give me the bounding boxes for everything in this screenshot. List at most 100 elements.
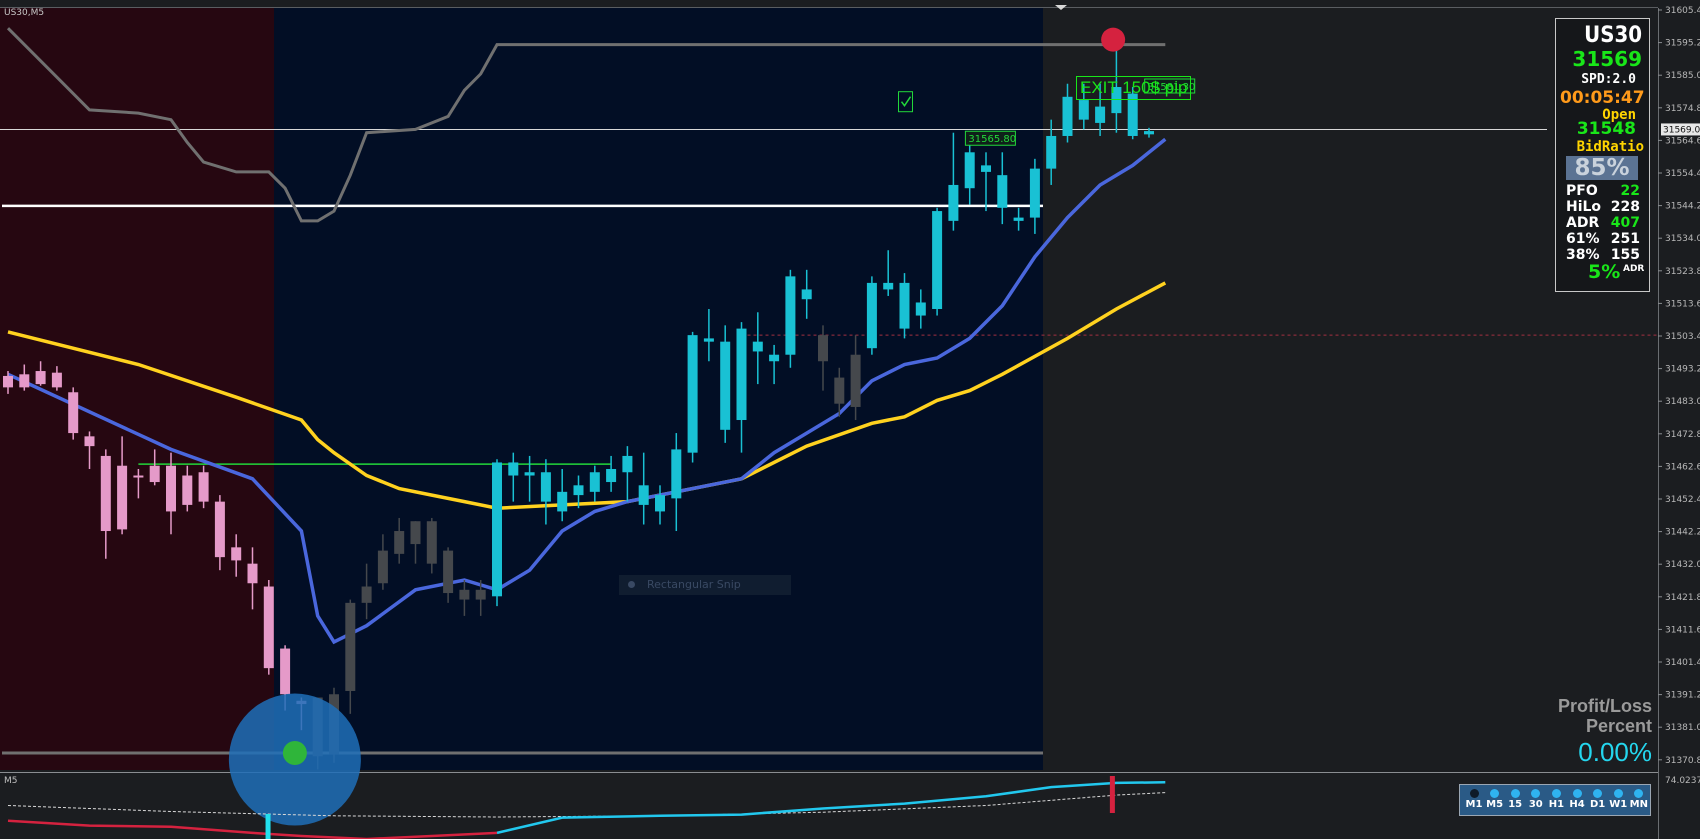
y-tick-label: 31370.8 bbox=[1665, 756, 1700, 766]
panel-bidratio-value: 85% bbox=[1566, 156, 1638, 180]
stat-value: 228 bbox=[1610, 199, 1640, 215]
candle-body bbox=[834, 377, 845, 404]
y-tick-label: 31442.2 bbox=[1665, 528, 1700, 538]
y-tick-label: 31452.4 bbox=[1665, 495, 1700, 505]
candle-body bbox=[100, 455, 111, 532]
timeframe-button-h1[interactable]: H1 bbox=[1545, 788, 1567, 812]
candle-body bbox=[426, 521, 437, 564]
info-panel: US30 31569 SPD:2.0 00:05:47 Open 31548 B… bbox=[1555, 18, 1650, 292]
rectangular-snip-hint: Rectangular Snip bbox=[619, 575, 791, 595]
candle-body bbox=[84, 436, 95, 447]
timeframe-button-m5[interactable]: M5 bbox=[1484, 788, 1506, 812]
candle-body bbox=[361, 586, 372, 603]
snip-label: Rectangular Snip bbox=[647, 578, 741, 591]
candle-body bbox=[866, 282, 877, 349]
timeframe-dot-icon bbox=[1490, 789, 1500, 798]
timeframe-button-30[interactable]: 30 bbox=[1525, 788, 1547, 812]
candle-body bbox=[475, 589, 486, 600]
check-marker-icon bbox=[898, 91, 913, 113]
timeframe-label: D1 bbox=[1589, 799, 1606, 810]
chart-shift-icon bbox=[1055, 5, 1067, 10]
candle-body bbox=[573, 485, 584, 496]
timeframe-button-mn[interactable]: MN bbox=[1628, 788, 1650, 812]
candle-body bbox=[35, 371, 46, 385]
timeframe-button-15[interactable]: 15 bbox=[1504, 788, 1526, 812]
candle-body bbox=[948, 184, 959, 221]
timeframe-bar: M1 M5 15 30 H1 H4 D1 W1 MN bbox=[1459, 784, 1651, 816]
fast-ma-line bbox=[7, 137, 1167, 645]
candle-body bbox=[801, 289, 812, 300]
horizontal-levels bbox=[0, 128, 1658, 755]
timeframe-dot-icon bbox=[1572, 789, 1582, 798]
oscillator-histogram-bar bbox=[265, 814, 271, 839]
panel-bidratio-label: BidRatio bbox=[1576, 139, 1644, 155]
candle-body bbox=[51, 372, 62, 388]
stat-label: 61% bbox=[1566, 231, 1600, 247]
y-tick-label: 31503.4 bbox=[1665, 332, 1700, 342]
exit-marker-icon bbox=[1101, 27, 1126, 52]
candle-body bbox=[492, 462, 502, 597]
candle-body bbox=[589, 472, 600, 492]
entry-marker-icon bbox=[282, 741, 307, 766]
moving-averages bbox=[6, 27, 1167, 645]
panel-spread: SPD:2.0 bbox=[1581, 72, 1636, 87]
y-tick-label: 31554.4 bbox=[1665, 169, 1700, 179]
candle-body bbox=[377, 550, 388, 584]
timeframe-button-w1[interactable]: W1 bbox=[1607, 788, 1629, 812]
channel-line bbox=[6, 27, 1166, 223]
candle-body bbox=[133, 475, 144, 478]
candle-body bbox=[899, 282, 910, 329]
timeframe-button-h4[interactable]: H4 bbox=[1566, 788, 1588, 812]
candle-body bbox=[687, 335, 698, 453]
timeframe-dot-icon bbox=[1613, 789, 1623, 798]
candle-body bbox=[1144, 131, 1154, 135]
session-left-bg bbox=[0, 8, 274, 770]
candle-body bbox=[443, 550, 454, 594]
candle-body bbox=[1127, 93, 1138, 136]
candle-body bbox=[214, 501, 225, 558]
y-tick-label: 31564.6 bbox=[1665, 136, 1700, 146]
price-annotation-box bbox=[1144, 78, 1196, 94]
price-annotation-box bbox=[964, 130, 1016, 146]
timeframe-dot-icon bbox=[1510, 789, 1520, 798]
candle-body bbox=[1062, 96, 1073, 136]
timeframe-button-d1[interactable]: D1 bbox=[1587, 788, 1609, 812]
candle-body bbox=[736, 328, 747, 421]
y-tick-label: 31483.0 bbox=[1665, 397, 1700, 407]
timeframe-label: M5 bbox=[1486, 799, 1504, 810]
stat-label: 38% bbox=[1566, 247, 1600, 263]
y-tick-label: 31574.8 bbox=[1665, 104, 1700, 114]
candle-body bbox=[622, 455, 633, 473]
y-tick-label: 31381.0 bbox=[1665, 723, 1700, 733]
candle-body bbox=[198, 472, 209, 502]
timeframe-dot-icon bbox=[1531, 789, 1541, 798]
candle-body bbox=[769, 354, 780, 362]
y-tick-label: 31401.4 bbox=[1665, 658, 1700, 668]
candle-body bbox=[557, 491, 568, 512]
timeframe-button-m1[interactable]: M1 bbox=[1463, 788, 1485, 812]
candle-body bbox=[720, 341, 731, 430]
y-tick-label: 31493.2 bbox=[1665, 365, 1700, 375]
price-annotation: 31565.80 bbox=[964, 130, 1016, 146]
candle-body bbox=[410, 521, 421, 545]
exit-target-label: EXIT 150$ pip bbox=[1076, 76, 1192, 100]
timeframe-label: 15 bbox=[1508, 799, 1523, 810]
subwindow-tick-label: 74.0237 bbox=[1665, 776, 1700, 786]
oscillator-main-up bbox=[496, 781, 1166, 835]
candle-body bbox=[655, 495, 665, 512]
y-tick-label: 31432.0 bbox=[1665, 560, 1700, 570]
chart-symbol-label: US30,M5 bbox=[4, 8, 45, 18]
candle-body bbox=[703, 338, 714, 342]
y-tick-label: 31472.8 bbox=[1665, 430, 1700, 440]
stat-value: 251 bbox=[1610, 231, 1640, 247]
y-tick-label: 31513.6 bbox=[1665, 299, 1700, 309]
timeframe-label: H1 bbox=[1548, 799, 1565, 810]
candle-body bbox=[997, 175, 1008, 208]
candle-body bbox=[19, 374, 30, 388]
candle-body bbox=[1078, 100, 1089, 120]
price-annotation-label: 31565.80 bbox=[968, 134, 1016, 145]
y-tick-label: 31595.2 bbox=[1665, 39, 1700, 49]
stat-value: 22 bbox=[1620, 183, 1640, 199]
candle-body bbox=[883, 282, 894, 290]
